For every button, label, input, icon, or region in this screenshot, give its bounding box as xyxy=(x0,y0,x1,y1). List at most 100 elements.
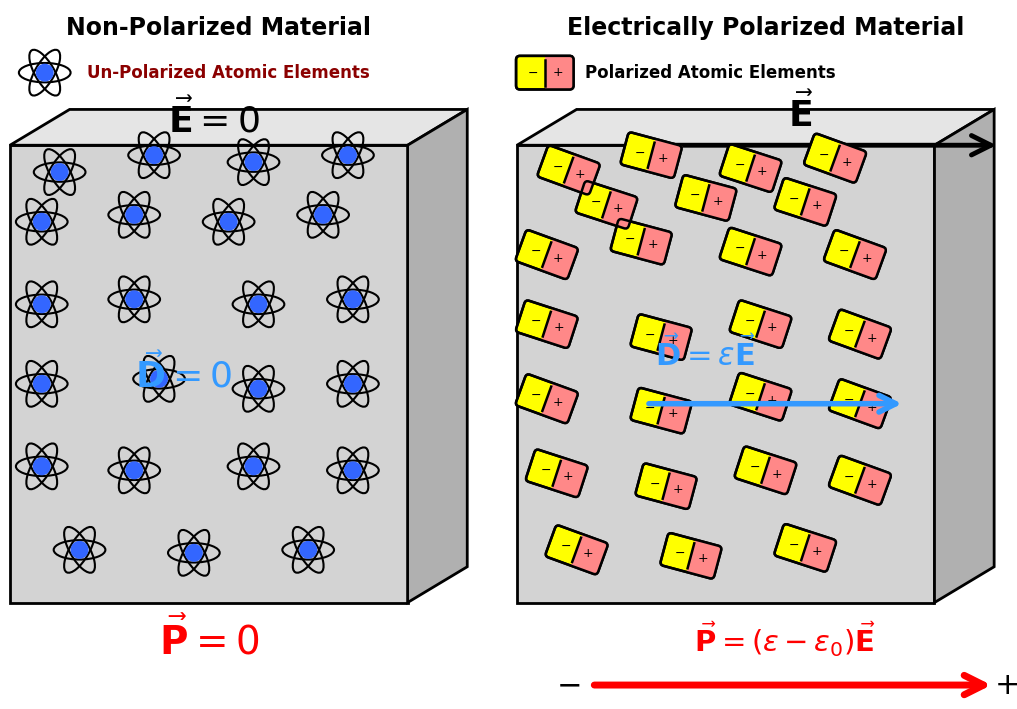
Text: $-$: $-$ xyxy=(843,469,854,483)
Polygon shape xyxy=(657,321,693,360)
Text: $-$: $-$ xyxy=(788,537,799,551)
Circle shape xyxy=(250,296,266,313)
Polygon shape xyxy=(829,143,866,184)
Text: $+$: $+$ xyxy=(865,401,877,414)
Text: $+$: $+$ xyxy=(552,252,563,265)
Polygon shape xyxy=(657,394,693,434)
Polygon shape xyxy=(702,182,737,221)
Text: $+$: $+$ xyxy=(552,321,563,335)
Circle shape xyxy=(345,291,361,308)
Circle shape xyxy=(151,371,168,387)
Circle shape xyxy=(37,65,53,81)
FancyBboxPatch shape xyxy=(720,228,781,275)
FancyBboxPatch shape xyxy=(675,175,736,220)
Text: $-$: $-$ xyxy=(843,323,854,337)
Text: $-$: $-$ xyxy=(838,244,849,257)
Polygon shape xyxy=(637,225,672,265)
Text: $+$: $+$ xyxy=(757,165,768,178)
FancyBboxPatch shape xyxy=(516,301,578,348)
FancyBboxPatch shape xyxy=(775,178,836,225)
Circle shape xyxy=(221,213,237,230)
Text: Polarized Atomic Elements: Polarized Atomic Elements xyxy=(585,64,835,82)
Text: $-$: $-$ xyxy=(559,540,571,552)
Text: $-$: $-$ xyxy=(552,160,563,172)
Circle shape xyxy=(34,213,50,230)
Circle shape xyxy=(345,462,361,479)
Polygon shape xyxy=(517,145,935,603)
Polygon shape xyxy=(647,139,682,179)
FancyBboxPatch shape xyxy=(631,315,692,359)
Polygon shape xyxy=(571,534,608,575)
Text: $\vec{\mathbf{P}} = (\varepsilon - \varepsilon_0)\vec{\mathbf{E}}$: $\vec{\mathbf{P}} = (\varepsilon - \vare… xyxy=(695,620,877,659)
Circle shape xyxy=(250,381,266,397)
Text: Non-Polarized Material: Non-Polarized Material xyxy=(66,16,371,40)
Polygon shape xyxy=(601,189,638,230)
FancyBboxPatch shape xyxy=(576,182,637,228)
FancyBboxPatch shape xyxy=(620,133,681,178)
Text: $-$: $-$ xyxy=(556,671,581,700)
Text: $-$: $-$ xyxy=(733,158,744,171)
Circle shape xyxy=(245,458,261,474)
FancyBboxPatch shape xyxy=(829,456,891,505)
Text: $-$: $-$ xyxy=(540,463,551,476)
Text: $-$: $-$ xyxy=(788,191,799,205)
Text: $-$: $-$ xyxy=(530,314,541,327)
Text: $\vec{\mathbf{E}} = 0$: $\vec{\mathbf{E}} = 0$ xyxy=(168,97,259,139)
Text: $\vec{\mathbf{P}} = 0$: $\vec{\mathbf{P}} = 0$ xyxy=(159,617,259,662)
Text: $+$: $+$ xyxy=(865,332,877,345)
FancyBboxPatch shape xyxy=(546,525,607,574)
Text: $-$: $-$ xyxy=(644,328,655,340)
Polygon shape xyxy=(10,145,408,603)
Text: $+$: $+$ xyxy=(575,167,586,181)
Text: $\vec{\mathbf{D}} = \varepsilon\vec{\mathbf{E}}$: $\vec{\mathbf{D}} = \varepsilon\vec{\mat… xyxy=(655,336,757,372)
Polygon shape xyxy=(935,109,995,603)
Text: $+$: $+$ xyxy=(667,407,678,420)
Polygon shape xyxy=(662,470,698,510)
Polygon shape xyxy=(745,152,782,193)
Text: $-$: $-$ xyxy=(530,388,541,401)
Circle shape xyxy=(345,376,361,392)
Text: $+$: $+$ xyxy=(562,471,574,484)
Circle shape xyxy=(52,164,68,180)
Circle shape xyxy=(34,296,50,313)
Circle shape xyxy=(34,458,50,474)
FancyBboxPatch shape xyxy=(735,447,796,494)
Text: $-$: $-$ xyxy=(530,244,541,257)
Polygon shape xyxy=(854,388,892,429)
Circle shape xyxy=(300,542,316,558)
Circle shape xyxy=(315,206,332,223)
FancyBboxPatch shape xyxy=(516,56,574,89)
FancyBboxPatch shape xyxy=(516,374,578,423)
Text: $+$: $+$ xyxy=(672,483,683,496)
Circle shape xyxy=(126,462,142,479)
FancyBboxPatch shape xyxy=(611,219,671,264)
Polygon shape xyxy=(10,109,467,145)
FancyBboxPatch shape xyxy=(829,310,891,359)
Text: $+$: $+$ xyxy=(865,478,877,491)
Circle shape xyxy=(34,376,50,392)
Polygon shape xyxy=(408,109,467,603)
Text: $+$: $+$ xyxy=(582,547,594,560)
Text: $+$: $+$ xyxy=(994,671,1017,700)
FancyBboxPatch shape xyxy=(775,524,836,571)
Circle shape xyxy=(340,147,356,164)
Text: $+$: $+$ xyxy=(551,66,562,79)
Circle shape xyxy=(185,545,202,561)
Text: $\vec{\mathbf{E}}$: $\vec{\mathbf{E}}$ xyxy=(788,92,813,134)
Text: $+$: $+$ xyxy=(841,156,852,169)
FancyBboxPatch shape xyxy=(804,134,865,182)
Polygon shape xyxy=(800,532,837,572)
Polygon shape xyxy=(756,308,792,349)
Circle shape xyxy=(245,154,261,170)
Text: $-$: $-$ xyxy=(749,460,760,473)
Text: $+$: $+$ xyxy=(612,202,623,215)
Text: $+$: $+$ xyxy=(712,194,723,208)
Polygon shape xyxy=(849,239,887,280)
FancyBboxPatch shape xyxy=(538,146,599,194)
Text: $-$: $-$ xyxy=(819,147,830,160)
Text: $+$: $+$ xyxy=(811,199,822,212)
Text: $-$: $-$ xyxy=(634,145,645,159)
Text: $+$: $+$ xyxy=(860,252,872,265)
Text: $+$: $+$ xyxy=(647,238,658,251)
Circle shape xyxy=(126,206,142,223)
